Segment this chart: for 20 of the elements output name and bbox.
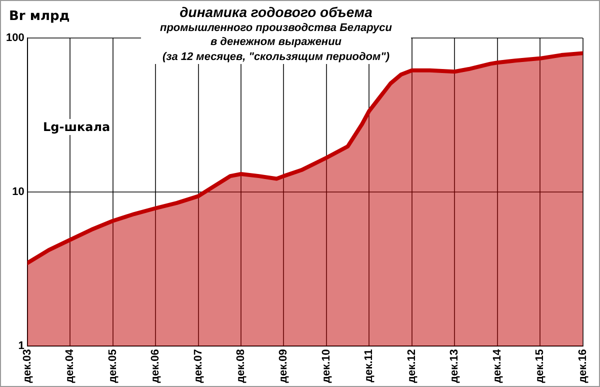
x-tick-label: дек.16 xyxy=(576,349,589,384)
x-tick-label: дек.11 xyxy=(363,349,376,382)
annotation: Lg-шкала xyxy=(41,119,112,135)
x-tick-label: дек.03 xyxy=(21,349,34,384)
y-axis-title: Br млрд xyxy=(9,9,70,24)
x-tick-label: дек.13 xyxy=(448,349,461,384)
x-tick-label: дек.08 xyxy=(235,349,248,384)
x-tick-label: дек.15 xyxy=(534,349,546,384)
chart-title: динамика годового объема xyxy=(178,3,374,22)
y-tick-label: 10 xyxy=(12,186,24,198)
x-tick-label: дек.10 xyxy=(320,349,332,384)
x-tick-label: дек.12 xyxy=(406,349,418,384)
x-tick-label: дек.14 xyxy=(491,348,504,384)
x-tick-label: дек.09 xyxy=(278,349,290,384)
y-tick-label: 100 xyxy=(6,32,24,44)
x-tick-label: дек.05 xyxy=(106,349,119,384)
x-tick-label: дек.04 xyxy=(64,348,76,384)
x-tick-label: дек.07 xyxy=(192,349,204,384)
x-tick-label: дек.06 xyxy=(150,349,162,384)
chart-subtitle: промышленного производства Беларуси в денежном выражении (за 12 месяцев, "скользящим периодом") xyxy=(158,21,393,64)
